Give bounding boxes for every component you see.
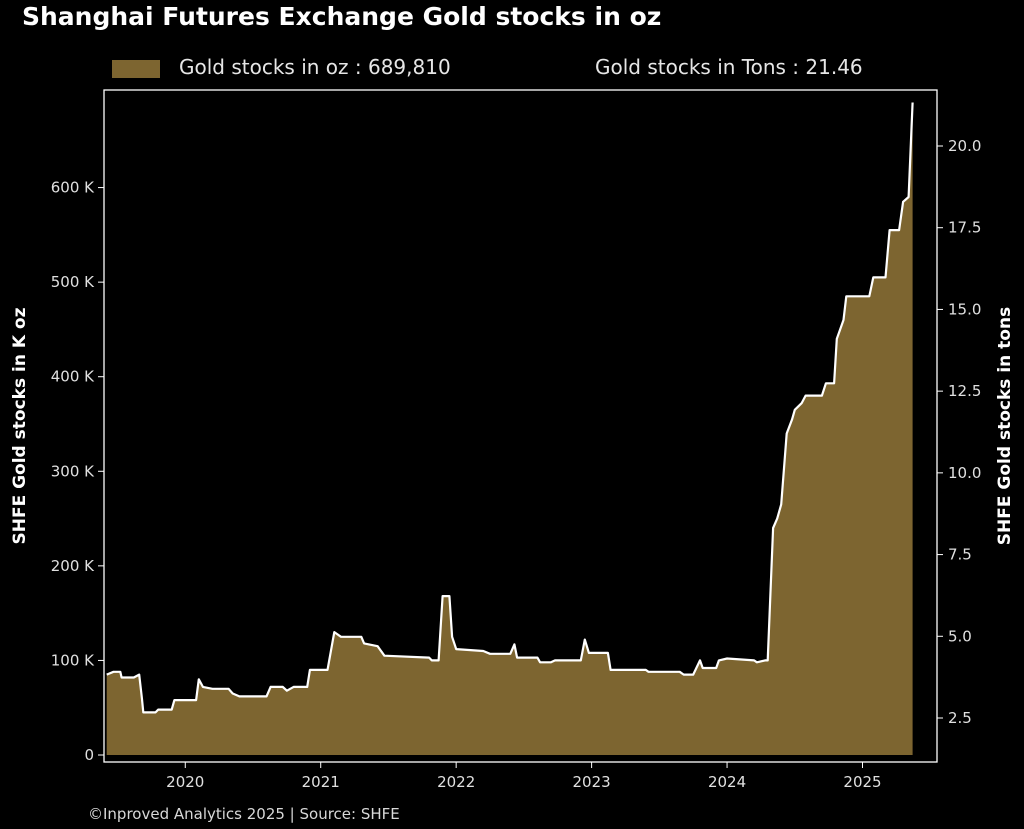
y-left-tick-label: 500 K	[51, 273, 95, 291]
legend-swatch-oz	[112, 60, 160, 78]
legend-label-oz: Gold stocks in oz : 689,810	[179, 55, 451, 79]
y-right-tick-label: 10.0	[948, 464, 981, 482]
y-left-tick-label: 600 K	[51, 179, 95, 197]
x-tick-label: 2024	[708, 773, 746, 791]
x-tick-label: 2023	[573, 773, 611, 791]
y-right-tick-label: 7.5	[948, 546, 972, 564]
y-left-tick-label: 300 K	[51, 462, 95, 480]
y-right-axis-label: SHFE Gold stocks in tons	[995, 307, 1015, 545]
area-gold-stocks	[106, 102, 913, 755]
y-left-tick-label: 100 K	[51, 651, 95, 669]
y-left-axis-label: SHFE Gold stocks in K oz	[10, 307, 30, 544]
y-left-tick-label: 400 K	[51, 368, 95, 386]
x-tick-label: 2022	[437, 773, 475, 791]
x-tick-label: 2020	[166, 773, 204, 791]
y-right-tick-label: 2.5	[948, 709, 972, 727]
legend-label-tons: Gold stocks in Tons : 21.46	[595, 55, 863, 79]
y-right-tick-label: 17.5	[948, 219, 981, 237]
y-right-tick-label: 5.0	[948, 627, 972, 645]
y-right-tick-label: 12.5	[948, 382, 981, 400]
x-tick-label: 2025	[843, 773, 881, 791]
footer-credit: ©Inproved Analytics 2025 | Source: SHFE	[88, 805, 400, 823]
x-tick-label: 2021	[302, 773, 340, 791]
y-right-tick-label: 15.0	[948, 300, 981, 318]
legend: Gold stocks in oz : 689,810 Gold stocks …	[0, 55, 1024, 83]
plot-frame	[103, 89, 938, 763]
y-left-tick-label: 200 K	[51, 557, 95, 575]
line-gold-stocks	[106, 102, 914, 714]
y-left-tick-label: 0	[84, 746, 94, 764]
chart-title: Shanghai Futures Exchange Gold stocks in…	[22, 2, 662, 31]
y-right-tick-label: 20.0	[948, 137, 981, 155]
